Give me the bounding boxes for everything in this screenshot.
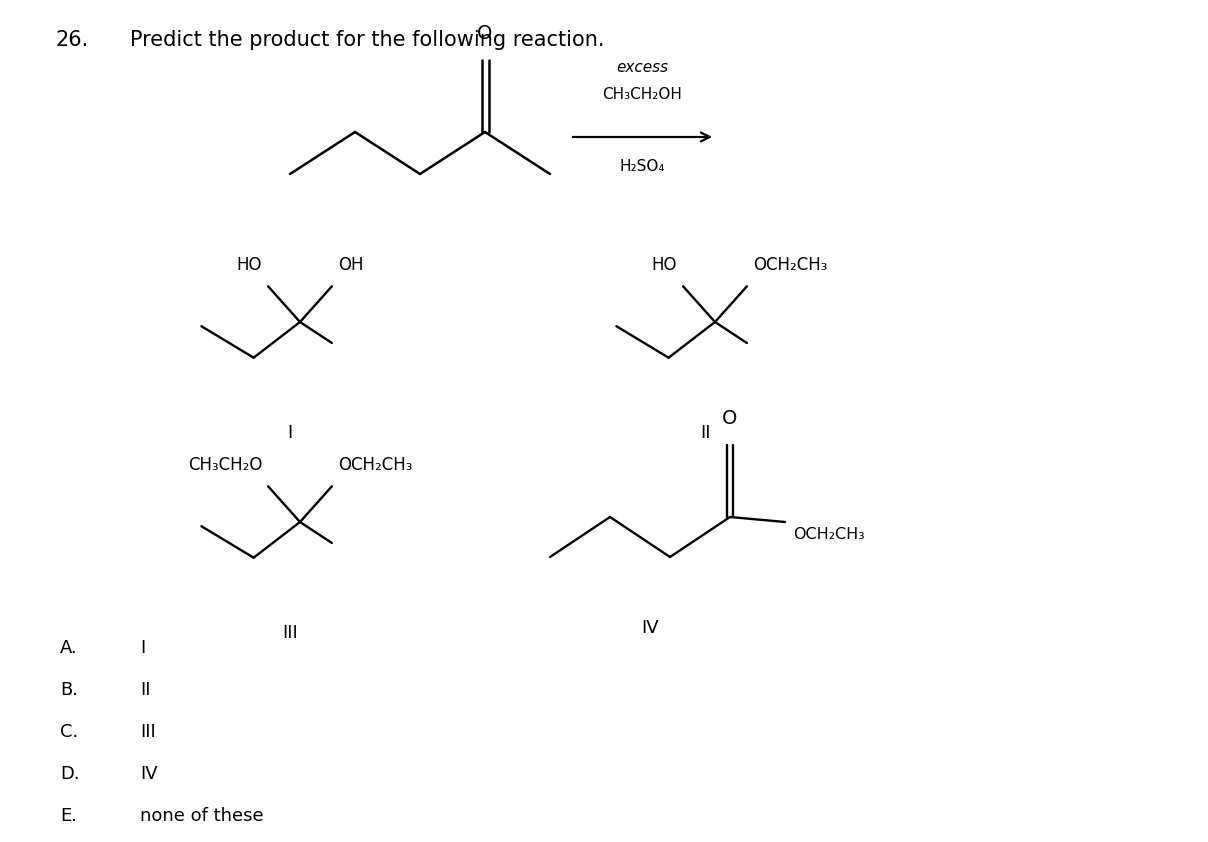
Text: III: III bbox=[140, 723, 156, 741]
Text: none of these: none of these bbox=[140, 807, 263, 825]
Text: 26.: 26. bbox=[56, 30, 88, 50]
Text: II: II bbox=[699, 424, 710, 442]
Text: excess: excess bbox=[616, 60, 668, 75]
Text: D.: D. bbox=[60, 765, 80, 783]
Text: A.: A. bbox=[60, 639, 77, 657]
Text: IV: IV bbox=[140, 765, 157, 783]
Text: OCH₂CH₃: OCH₂CH₃ bbox=[753, 256, 827, 274]
Text: III: III bbox=[283, 624, 298, 642]
Text: E.: E. bbox=[60, 807, 77, 825]
Text: OCH₂CH₃: OCH₂CH₃ bbox=[338, 456, 412, 474]
Text: CH₃CH₂OH: CH₃CH₂OH bbox=[603, 87, 683, 102]
Text: HO: HO bbox=[651, 256, 678, 274]
Text: C.: C. bbox=[60, 723, 79, 741]
Text: OCH₂CH₃: OCH₂CH₃ bbox=[792, 527, 865, 542]
Text: H₂SO₄: H₂SO₄ bbox=[620, 159, 666, 174]
Text: II: II bbox=[140, 681, 151, 699]
Text: Predict the product for the following reaction.: Predict the product for the following re… bbox=[130, 30, 604, 50]
Text: O: O bbox=[477, 24, 493, 43]
Text: I: I bbox=[288, 424, 292, 442]
Text: OH: OH bbox=[338, 256, 364, 274]
Text: B.: B. bbox=[60, 681, 79, 699]
Text: O: O bbox=[722, 409, 738, 428]
Text: HO: HO bbox=[237, 256, 262, 274]
Text: CH₃CH₂O: CH₃CH₂O bbox=[187, 456, 262, 474]
Text: IV: IV bbox=[641, 619, 658, 637]
Text: I: I bbox=[140, 639, 145, 657]
